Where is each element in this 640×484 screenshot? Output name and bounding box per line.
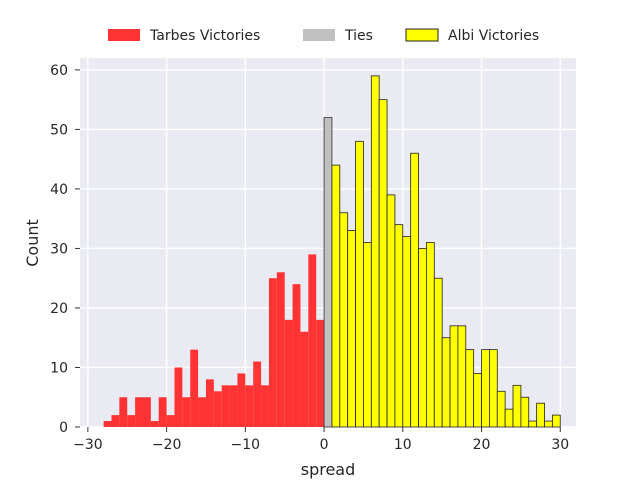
tarbes-victories-bar bbox=[103, 421, 112, 427]
albi-victories-bar bbox=[496, 390, 506, 428]
y-tick-label: 50 bbox=[50, 122, 68, 138]
albi-victories-bar bbox=[488, 349, 498, 428]
tarbes-victories-series bbox=[103, 254, 325, 427]
tarbes-victories-bar bbox=[198, 397, 206, 427]
x-tick-label: 0 bbox=[320, 437, 329, 453]
albi-victories-bar bbox=[410, 152, 419, 428]
tarbes-victories-bar bbox=[119, 397, 128, 427]
albi-victories-bar bbox=[449, 325, 459, 428]
albi-victories-bar bbox=[528, 420, 538, 428]
albi-victories-bar bbox=[481, 349, 490, 428]
albi-victories-bar bbox=[544, 420, 553, 428]
albi-victories-bar bbox=[457, 325, 467, 428]
tarbes-victories-bar bbox=[221, 385, 230, 427]
tarbes-victories-legend-label: Tarbes Victories bbox=[149, 28, 260, 44]
albi-victories-bar bbox=[512, 384, 522, 428]
y-tick-label: 10 bbox=[50, 360, 68, 376]
tarbes-victories-bar bbox=[253, 361, 262, 427]
y-tick-label: 20 bbox=[50, 301, 68, 317]
y-tick-label: 30 bbox=[50, 241, 68, 257]
bars-group bbox=[103, 75, 561, 428]
ties-bar bbox=[323, 117, 333, 428]
tarbes-victories-bar bbox=[300, 331, 309, 427]
y-tick-label: 0 bbox=[59, 420, 68, 436]
y-axis: 0 10 20 30 40 50 60 bbox=[50, 63, 80, 436]
albi-victories-bar bbox=[418, 248, 427, 428]
albi-victories-bar bbox=[355, 140, 364, 428]
albi-victories-bar bbox=[504, 408, 514, 428]
albi-victories-bar bbox=[370, 75, 380, 428]
legend: Tarbes Victories Ties Albi Victories bbox=[108, 28, 539, 44]
x-tick-label: 10 bbox=[394, 437, 412, 453]
albi-victories-bar bbox=[473, 373, 482, 428]
albi-victories-bar bbox=[394, 224, 404, 428]
albi-victories-bar bbox=[331, 164, 341, 428]
albi-victories-bar bbox=[347, 230, 356, 428]
albi-victories-bar bbox=[536, 402, 545, 428]
x-tick-label: 20 bbox=[473, 437, 491, 453]
tarbes-victories-bar bbox=[284, 319, 293, 427]
x-tick-label: −10 bbox=[231, 437, 261, 453]
albi-victories-bar bbox=[465, 349, 475, 428]
tarbes-victories-bar bbox=[174, 367, 183, 427]
albi-victories-legend-label: Albi Victories bbox=[448, 28, 539, 44]
tarbes-victories-bar bbox=[245, 385, 254, 427]
tarbes-victories-bar bbox=[142, 397, 151, 427]
tarbes-victories-bar bbox=[135, 397, 143, 427]
x-axis: −30 −20 −10 0 10 20 30 bbox=[73, 427, 569, 453]
albi-victories-bar bbox=[441, 337, 451, 428]
tarbes-victories-bar bbox=[150, 421, 159, 427]
x-axis-label: spread bbox=[301, 460, 356, 479]
albi-victories-bar bbox=[520, 396, 530, 428]
x-tick-label: 30 bbox=[551, 437, 569, 453]
tarbes-victories-bar bbox=[237, 373, 246, 427]
tarbes-victories-bar bbox=[316, 319, 325, 427]
tarbes-victories-bar bbox=[292, 284, 301, 427]
tarbes-victories-bar bbox=[229, 385, 238, 427]
tarbes-victories-bar bbox=[166, 415, 175, 427]
y-tick-label: 40 bbox=[50, 182, 68, 198]
albi-victories-bar bbox=[402, 236, 412, 428]
albi-victories-bar bbox=[378, 99, 388, 428]
albi-victories-series bbox=[331, 75, 561, 428]
y-tick-label: 60 bbox=[50, 63, 68, 79]
tarbes-victories-bar bbox=[190, 349, 199, 427]
ties-legend-label: Ties bbox=[344, 28, 373, 44]
tarbes-victories-bar bbox=[158, 397, 167, 427]
albi-victories-bar bbox=[433, 277, 443, 428]
tarbes-victories-bar bbox=[308, 254, 317, 427]
albi-victories-bar bbox=[426, 242, 435, 428]
tarbes-victories-bar bbox=[261, 385, 269, 427]
tarbes-victories-legend-swatch bbox=[108, 29, 140, 41]
albi-victories-bar bbox=[386, 194, 396, 428]
x-tick-label: −20 bbox=[152, 437, 182, 453]
tarbes-victories-bar bbox=[127, 415, 136, 427]
albi-victories-bar bbox=[551, 414, 561, 428]
albi-victories-legend-swatch bbox=[405, 28, 439, 42]
tarbes-victories-bar bbox=[268, 278, 277, 427]
albi-victories-bar bbox=[339, 212, 349, 428]
tarbes-victories-bar bbox=[182, 397, 191, 427]
albi-victories-bar bbox=[363, 242, 372, 428]
y-axis-label: Count bbox=[23, 219, 42, 267]
tarbes-victories-bar bbox=[111, 415, 120, 427]
tarbes-victories-bar bbox=[205, 379, 214, 427]
ties-legend-swatch bbox=[303, 29, 335, 41]
tarbes-victories-bar bbox=[213, 391, 222, 427]
tarbes-victories-bar bbox=[276, 272, 285, 427]
x-tick-label: −30 bbox=[73, 437, 103, 453]
ties-series bbox=[323, 117, 333, 428]
